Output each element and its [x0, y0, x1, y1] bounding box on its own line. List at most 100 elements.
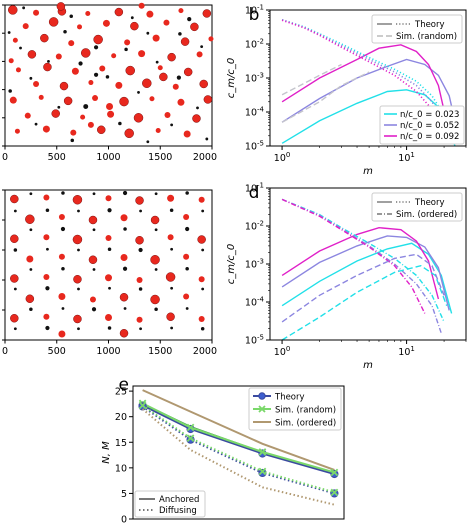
- scatter-point: [85, 10, 91, 16]
- y-tick-exponent: -2: [257, 38, 264, 46]
- series-line-gray-dashed: [281, 71, 370, 123]
- data-point: [330, 488, 339, 497]
- scatter-point: [45, 286, 50, 291]
- scatter-point: [88, 255, 98, 264]
- scatter-point: [185, 191, 189, 195]
- scatter-point: [70, 129, 77, 136]
- scatter-point: [205, 137, 209, 141]
- scatter-point: [43, 194, 50, 201]
- x-tick-label: 1000: [96, 152, 120, 163]
- scatter-point: [14, 128, 20, 134]
- scatter-point: [169, 208, 174, 212]
- series-line-simOrdered-dotted: [141, 408, 335, 506]
- x-tick-label: 101: [398, 151, 415, 164]
- legend-top: Theory Sim. (random) Sim. (ordered): [248, 387, 342, 431]
- scatter-point: [93, 72, 99, 77]
- scatter-point: [13, 248, 18, 252]
- scatter-point: [29, 76, 33, 80]
- scatter-point: [25, 214, 35, 224]
- scatter-point: [107, 326, 112, 330]
- series-group: [281, 198, 453, 340]
- scatter-point: [29, 307, 33, 311]
- scatter-point: [137, 91, 140, 94]
- legend-top: Theory Sim. (random): [371, 14, 463, 44]
- panel-e-line-chart: 0 5 10 15 20 25 N, M e Theory Sim. (random) Sim. (…: [101, 375, 345, 526]
- y-tick-exponent: -2: [257, 220, 264, 228]
- legend-label: Anchored: [159, 495, 199, 505]
- scatter-point: [43, 234, 50, 241]
- scatter-point: [164, 111, 171, 118]
- scatter-point: [60, 226, 66, 232]
- scatter-point: [111, 53, 117, 59]
- scatter-point: [58, 214, 65, 220]
- scatter-point: [203, 95, 213, 104]
- legend-label: Theory: [414, 20, 445, 30]
- y-tick-label: 10-2: [245, 38, 264, 51]
- scatter-point: [167, 194, 175, 202]
- scatter-point: [178, 32, 182, 36]
- scatter-point: [199, 79, 208, 89]
- scatter-point: [34, 122, 38, 126]
- scatter-point: [25, 294, 35, 303]
- scatter-point: [107, 208, 112, 213]
- scatter-point: [91, 307, 97, 312]
- scatter-point: [154, 192, 158, 196]
- scatter-point: [177, 98, 185, 106]
- scatter-point: [192, 114, 201, 123]
- y-tick-exponent: -4: [257, 106, 265, 114]
- scatter-point: [72, 195, 83, 205]
- scatter-point: [105, 314, 112, 321]
- scatter-point: [119, 329, 129, 338]
- scatter-point: [88, 80, 94, 86]
- legend-label: n/c_0 = 0.092: [400, 132, 459, 142]
- scatter-point: [80, 48, 91, 58]
- scatter-point: [61, 267, 65, 271]
- scatter-point: [51, 109, 60, 118]
- scatter-point: [149, 96, 155, 102]
- x-tick-label: 1000: [96, 346, 120, 357]
- y-axis-label: c_m/c_0: [226, 58, 237, 98]
- scatter-point: [202, 9, 212, 18]
- y-tick-exponent: -5: [257, 334, 264, 342]
- scatter-point: [77, 327, 80, 331]
- y-axis-label: c_m/c_0: [226, 244, 237, 284]
- y-tick-label: 5: [121, 489, 127, 500]
- scatter-point: [198, 276, 205, 283]
- scatter-point: [135, 196, 144, 205]
- scatter-point: [63, 96, 73, 106]
- scatter-point: [29, 192, 33, 196]
- scatter-point: [10, 194, 19, 204]
- scatter-point: [139, 209, 142, 213]
- legend-box: [248, 387, 342, 431]
- scatter-point: [187, 17, 192, 22]
- scatter-point: [201, 209, 205, 213]
- y-tick-label: 20: [115, 412, 127, 423]
- data-point: [258, 467, 267, 476]
- legend-label: Theory: [274, 393, 305, 403]
- scatter-point: [122, 190, 128, 196]
- x-tick-label: 100: [274, 151, 291, 164]
- scatter-point: [13, 287, 17, 291]
- scatter-point: [135, 236, 144, 245]
- scatter-point: [78, 61, 83, 66]
- scatter-point: [119, 96, 129, 107]
- scatter-point: [108, 286, 111, 290]
- scatter-point: [15, 67, 21, 73]
- legend-box: [379, 105, 465, 145]
- scatter-point: [61, 307, 65, 310]
- x-axis-label: m: [363, 360, 373, 371]
- y-tick-label: 10-4: [245, 106, 265, 119]
- series-line-theory-dotted: [142, 405, 335, 495]
- scatter-point: [152, 34, 160, 42]
- scatter-point: [26, 255, 34, 263]
- scatter-point: [155, 127, 161, 133]
- scatter-point: [57, 105, 61, 109]
- y-tick-label: 10-4: [245, 296, 265, 309]
- scatter-point: [77, 24, 83, 30]
- scatter-point: [146, 10, 154, 18]
- scatter-point: [208, 36, 214, 42]
- scatter-point: [185, 307, 189, 310]
- series-line-slate-dashdot: [281, 198, 442, 334]
- scatter-point: [45, 325, 50, 331]
